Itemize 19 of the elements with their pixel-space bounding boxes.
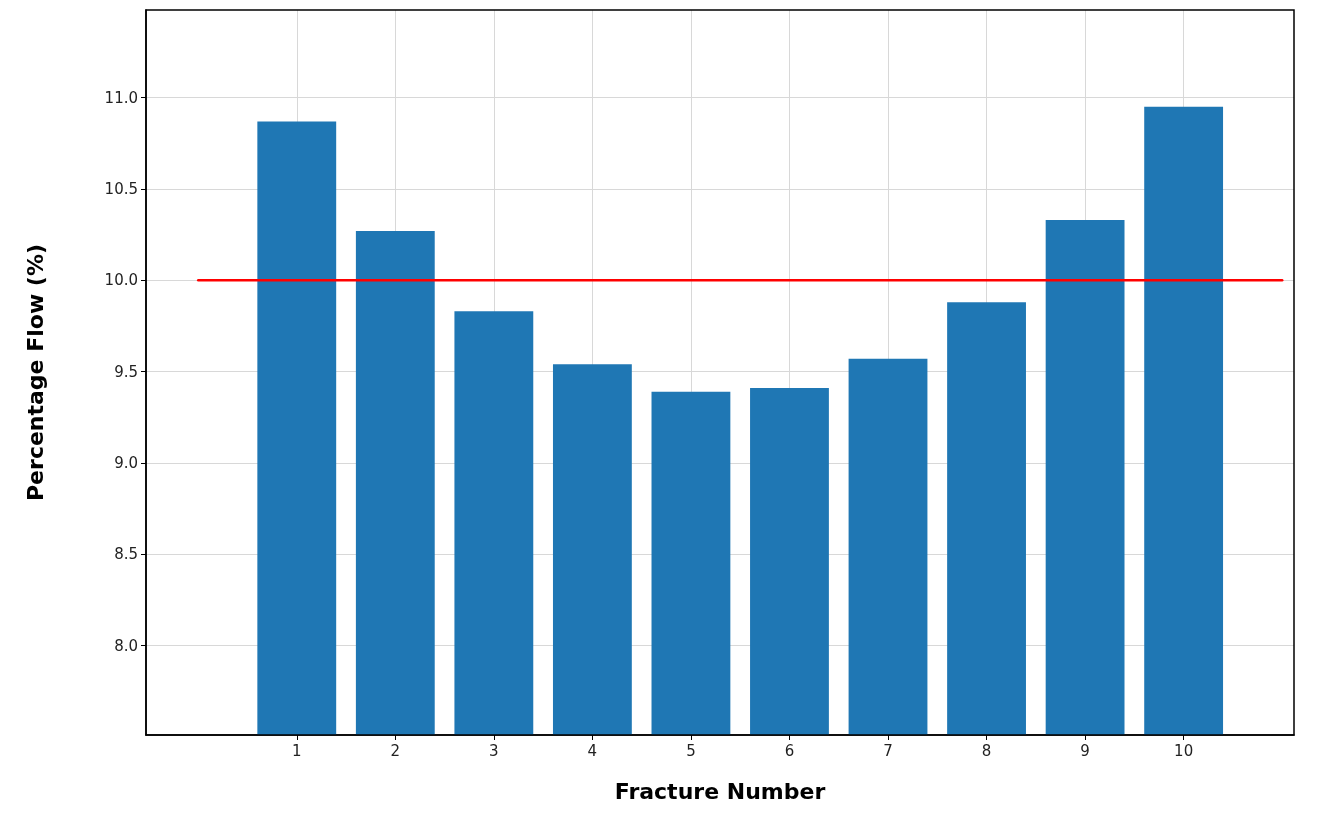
x-tick-label: 10 xyxy=(1174,741,1194,760)
y-tick-label: 11.0 xyxy=(104,88,138,107)
y-tick-label: 10.0 xyxy=(104,271,138,290)
y-axis-title: Percentage Flow (%) xyxy=(22,243,48,502)
y-tick-label: 10.5 xyxy=(104,179,138,198)
y-tick-label: 9.5 xyxy=(114,362,138,381)
y-tick-label: 8.5 xyxy=(114,545,138,564)
x-tick-label: 5 xyxy=(686,741,696,760)
x-tick-label: 9 xyxy=(1080,741,1090,760)
x-tick-label: 3 xyxy=(489,741,499,760)
y-tick-label: 9.0 xyxy=(114,453,138,472)
x-axis-title: Fracture Number xyxy=(614,778,826,804)
x-tick-label: 4 xyxy=(587,741,598,760)
x-tick-label: 2 xyxy=(390,741,401,760)
x-tick-label: 8 xyxy=(981,741,992,760)
y-tick-label: 8.0 xyxy=(114,636,138,655)
x-tick-label: 7 xyxy=(883,741,893,760)
x-tick-label: 6 xyxy=(784,741,795,760)
x-tick-label: 1 xyxy=(291,741,302,760)
